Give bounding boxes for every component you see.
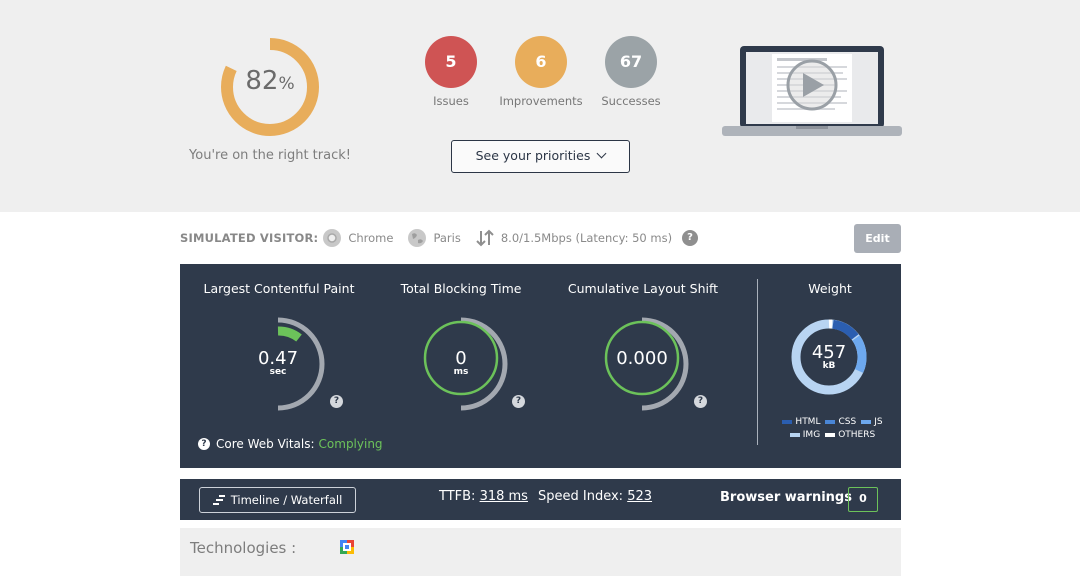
- lcp-title: Largest Contentful Paint: [203, 281, 355, 296]
- legend-js: JS: [874, 417, 883, 427]
- cls-help-icon[interactable]: ?: [694, 395, 707, 408]
- score-ring: [221, 38, 319, 136]
- speed-index: Speed Index: 523: [538, 489, 652, 504]
- issues-label: Issues: [433, 94, 469, 108]
- lcp-value: 0.47: [257, 348, 299, 369]
- browser-warnings-label: Browser warnings: [720, 490, 852, 505]
- legend-img: IMG: [802, 430, 821, 440]
- cls-gauge: [604, 317, 689, 411]
- legend-others: OTHERS: [838, 430, 876, 440]
- improvements-badge[interactable]: 6: [515, 36, 567, 88]
- timeline-waterfall-button[interactable]: Timeline / Waterfall: [199, 487, 356, 513]
- location-name: Paris: [433, 231, 461, 245]
- help-icon[interactable]: ?: [682, 230, 699, 246]
- score-message: You're on the right track!: [189, 148, 351, 163]
- google-icon[interactable]: [340, 540, 354, 554]
- globe-icon: [408, 229, 427, 247]
- weight-unit: kB: [822, 361, 836, 371]
- tbt-help-icon[interactable]: ?: [512, 395, 525, 408]
- timeline-waterfall-label: Timeline / Waterfall: [230, 493, 343, 507]
- weight-title: Weight: [808, 281, 852, 296]
- core-web-vitals-status: Complying: [318, 437, 383, 451]
- metrics-panel: Largest Contentful Paint 0.47 sec ? Tota…: [180, 264, 901, 468]
- legend-css: CSS: [838, 417, 857, 427]
- successes-label: Successes: [601, 94, 661, 108]
- connection-info: 8.0/1.5Mbps (Latency: 50 ms): [500, 231, 673, 245]
- tbt-value-box: 0 ms: [411, 348, 511, 377]
- weight-legend: HTML CSS JS IMG OTHERS: [770, 417, 890, 443]
- panel-divider: [757, 279, 758, 445]
- technologies-label: Technologies :: [190, 539, 297, 557]
- lcp-help-icon[interactable]: ?: [330, 395, 343, 408]
- weight-value-box: 457 kB: [779, 342, 879, 371]
- browser-warnings-count[interactable]: 0: [848, 487, 878, 512]
- tbt-title: Total Blocking Time: [400, 281, 522, 296]
- score-value: 82%: [245, 66, 295, 96]
- cls-value-box: 0.000: [592, 348, 692, 369]
- chrome-icon: [323, 229, 342, 247]
- issues-badge[interactable]: 5: [425, 36, 477, 88]
- cls-value: 0.000: [616, 348, 668, 369]
- browser-name: Chrome: [348, 231, 394, 245]
- core-web-vitals: ? Core Web Vitals: Complying: [198, 437, 383, 451]
- simulated-visitor-label: SIMULATED VISITOR:: [180, 231, 319, 245]
- edit-button[interactable]: Edit: [854, 224, 901, 253]
- core-web-vitals-help-icon[interactable]: ?: [198, 438, 210, 450]
- see-priorities-button[interactable]: See your priorities: [451, 140, 630, 173]
- weight-donut: [791, 319, 867, 395]
- summary-bar: Timeline / Waterfall TTFB: 318 ms Speed …: [180, 479, 901, 520]
- weight-value: 457: [811, 342, 847, 363]
- up-down-arrows-icon: [476, 229, 494, 247]
- tbt-gauge: [423, 317, 508, 411]
- tbt-unit: ms: [453, 367, 469, 377]
- technologies-section: Technologies :: [180, 528, 901, 576]
- lcp-unit: sec: [269, 367, 287, 377]
- successes-badge[interactable]: 67: [605, 36, 657, 88]
- lcp-value-box: 0.47 sec: [228, 348, 328, 377]
- ttfb-label: TTFB:: [439, 489, 476, 504]
- waterfall-icon: [212, 495, 225, 505]
- video-preview-laptop[interactable]: [722, 44, 902, 140]
- chevron-down-icon: [596, 148, 607, 159]
- improvements-label: Improvements: [499, 94, 583, 108]
- speed-index-label: Speed Index:: [538, 489, 624, 504]
- speed-index-value[interactable]: 523: [627, 489, 653, 504]
- ttfb: TTFB: 318 ms: [439, 489, 528, 504]
- core-web-vitals-label: Core Web Vitals:: [216, 437, 315, 451]
- see-priorities-label: See your priorities: [475, 148, 591, 163]
- ttfb-value[interactable]: 318 ms: [479, 489, 528, 504]
- tbt-value: 0: [455, 348, 467, 369]
- legend-html: HTML: [795, 417, 821, 427]
- summary-section: 82% You're on the right track! 5 Issues …: [0, 0, 1080, 212]
- simulated-visitor-row: SIMULATED VISITOR: Chrome Paris 8.0/1.5M…: [180, 229, 699, 247]
- lcp-gauge: [277, 317, 325, 411]
- cls-title: Cumulative Layout Shift: [567, 281, 719, 296]
